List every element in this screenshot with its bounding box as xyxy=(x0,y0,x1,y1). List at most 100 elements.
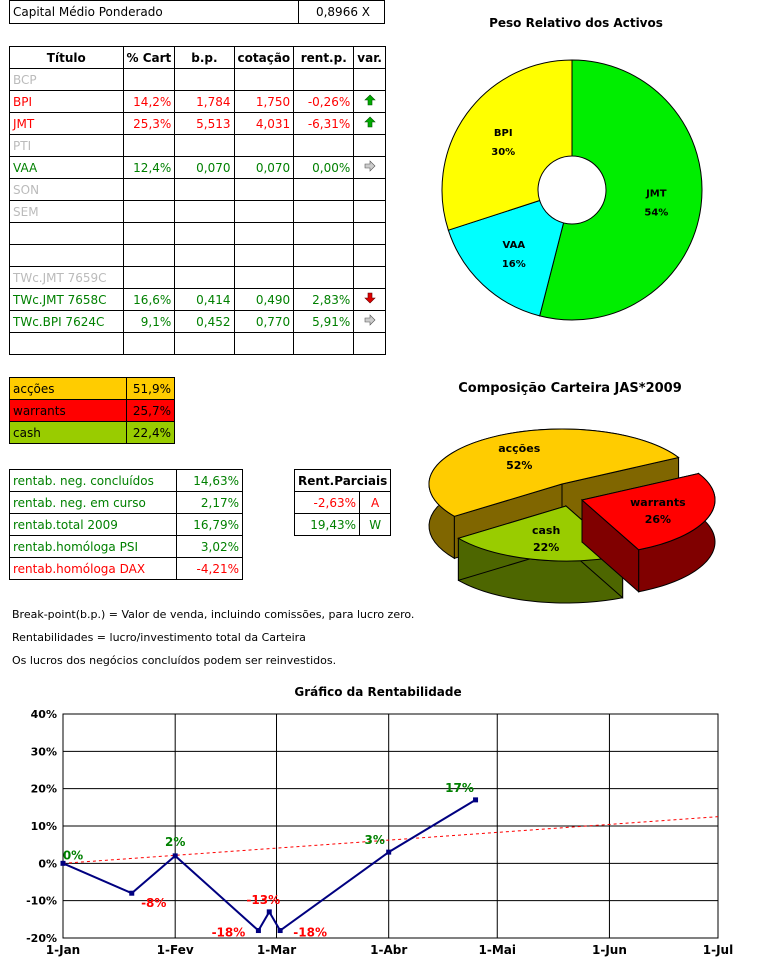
cell-titulo: VAA xyxy=(9,156,124,179)
y-tick-label: 40% xyxy=(31,708,57,721)
series-marker xyxy=(60,860,66,866)
cell-bp xyxy=(174,134,235,157)
cell-titulo: TWc.JMT 7658C xyxy=(9,288,124,311)
series-marker xyxy=(172,853,178,859)
cell-cot xyxy=(233,68,295,91)
pie3d-chart: Composição Carteira JAS*2009 acções 52% cas… xyxy=(428,381,716,604)
pie3d-label-value: 22% xyxy=(533,541,559,554)
pie3d-label-value: 26% xyxy=(645,513,671,526)
cell-bp: 1,784 xyxy=(174,90,235,113)
cell-var xyxy=(353,288,386,311)
donut-label-value: 54% xyxy=(644,208,668,219)
data-label: -8% xyxy=(141,896,166,910)
cell-pct xyxy=(122,266,176,289)
rentab-value: 16,79% xyxy=(176,513,243,536)
doughnut-chart: Peso Relativo dos Activos JMT 54% VAA 16% BPI… xyxy=(441,16,703,321)
composition-value: 22,4% xyxy=(126,421,175,444)
composition-label: acções xyxy=(9,377,127,400)
pie3d-label-category: acções xyxy=(498,442,540,455)
table-row: SEM xyxy=(9,200,386,223)
cell-rent xyxy=(293,332,355,355)
cell-pct: 12,4% xyxy=(122,156,176,179)
x-tick-label: 1-Mai xyxy=(479,943,516,957)
series-marker xyxy=(386,849,392,855)
cell-bp: 5,513 xyxy=(174,112,235,135)
data-label: 3% xyxy=(365,833,385,847)
cell-var xyxy=(353,244,386,267)
cell-pct xyxy=(122,178,176,201)
cell-cot: 0,490 xyxy=(233,288,295,311)
header-bp: b.p. xyxy=(174,46,235,69)
header-var: var. xyxy=(353,46,386,69)
trendline xyxy=(62,816,719,864)
composition-label: warrants xyxy=(9,399,127,422)
cell-rent: 0,00% xyxy=(293,156,355,179)
x-tick-label: 1-Abr xyxy=(370,943,407,957)
rentab-row: rentab.homóloga DAX -4,21% xyxy=(9,557,243,580)
header-titulo: Título xyxy=(9,46,124,69)
composition-value: 51,9% xyxy=(126,377,175,400)
donut-label-category: BPI xyxy=(494,128,513,139)
cell-rent xyxy=(293,134,355,157)
cell-cot xyxy=(233,178,295,201)
cell-bp: 0,452 xyxy=(174,310,235,333)
cell-var xyxy=(353,332,386,355)
parciais-tag: W xyxy=(358,513,392,536)
rentab-value: 3,02% xyxy=(176,535,243,558)
table-row: TWc.JMT 7658C 16,6% 0,414 0,490 2,83% xyxy=(9,288,386,311)
arrow-right-icon xyxy=(364,160,376,172)
series-line xyxy=(62,799,477,933)
pie3d-label-category: warrants xyxy=(630,496,686,509)
donut-slice-bpi xyxy=(441,59,573,231)
table-row: SON xyxy=(9,178,386,201)
rentab-value: 14,63% xyxy=(176,469,243,492)
rentab-value: -4,21% xyxy=(176,557,243,580)
cell-pct: 9,1% xyxy=(122,310,176,333)
cell-rent: 2,83% xyxy=(293,288,355,311)
assets-header-row: Título % Cart b.p. cotação rent.p. var. xyxy=(9,46,386,69)
cell-titulo: TWc.JMT 7659C xyxy=(9,266,124,289)
data-label: 17% xyxy=(445,781,474,795)
rentab-row: rentab.total 2009 16,79% xyxy=(9,513,243,536)
parciais-value: -2,63% xyxy=(294,491,360,514)
x-tick-label: 1-Jan xyxy=(46,943,80,957)
composition-row: warrants 25,7% xyxy=(9,399,175,422)
rentab-label: rentab.homóloga DAX xyxy=(9,557,177,580)
table-row: JMT 25,3% 5,513 4,031 -6,31% xyxy=(9,112,386,135)
cell-rent xyxy=(293,244,355,267)
pie3d-slice-warrants xyxy=(580,472,716,593)
cell-var xyxy=(353,178,386,201)
cell-titulo: SON xyxy=(9,178,124,201)
cell-cot: 4,031 xyxy=(233,112,295,135)
arrow-up-icon xyxy=(363,116,376,128)
note-lucros: Os lucros dos negócios concluídos podem … xyxy=(12,654,337,667)
cell-rent xyxy=(293,200,355,223)
cell-titulo xyxy=(9,222,124,245)
y-tick-label: 10% xyxy=(31,820,57,833)
cell-pct xyxy=(122,222,176,245)
x-tick-label: 1-Jul xyxy=(703,943,733,957)
parciais-value: 19,43% xyxy=(294,513,360,536)
cell-cot xyxy=(233,222,295,245)
cell-var xyxy=(353,134,386,157)
cell-pct: 16,6% xyxy=(122,288,176,311)
cell-bp xyxy=(174,332,235,355)
rentab-row: rentab. neg. em curso 2,17% xyxy=(9,491,243,514)
composition-label: cash xyxy=(9,421,127,444)
cell-pct: 25,3% xyxy=(122,112,176,135)
cell-cot: 1,750 xyxy=(233,90,295,113)
y-tick-label: 30% xyxy=(31,745,57,758)
table-row: BCP xyxy=(9,68,386,91)
cell-bp xyxy=(174,266,235,289)
x-tick-label: 1-Jun xyxy=(592,943,627,957)
cell-titulo xyxy=(9,244,124,267)
cell-pct xyxy=(122,244,176,267)
rentab-table: rentab. neg. concluídos 14,63% rentab. neg… xyxy=(9,469,243,580)
rentab-label: rentab. neg. concluídos xyxy=(9,469,177,492)
data-label: -18% xyxy=(212,926,246,940)
donut-slice-jmt xyxy=(539,59,703,321)
cell-titulo xyxy=(9,332,124,355)
assets-table: Título % Cart b.p. cotação rent.p. var. … xyxy=(9,46,386,355)
capital-label: Capital Médio Ponderado xyxy=(9,0,299,24)
pie3d-label-category: cash xyxy=(532,524,560,537)
